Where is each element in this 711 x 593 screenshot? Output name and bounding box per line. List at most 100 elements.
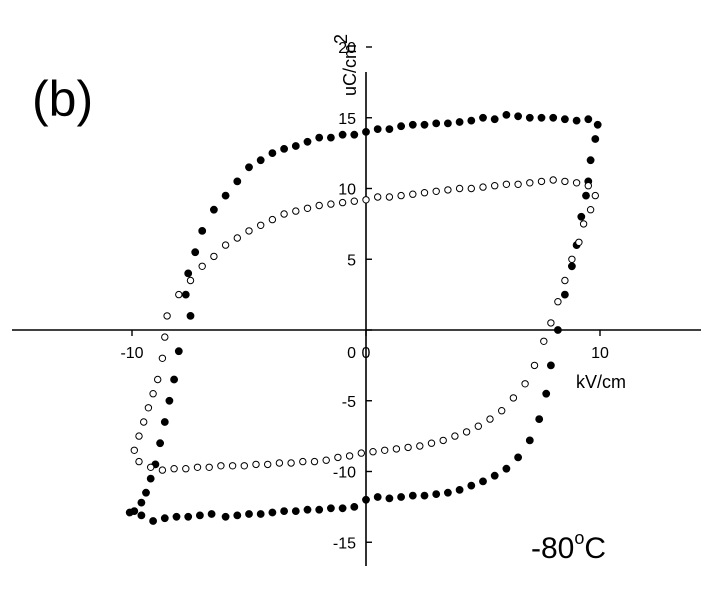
data-point-filled: [184, 269, 193, 278]
data-point-filled: [385, 125, 394, 134]
data-point-filled: [184, 512, 193, 521]
data-point-open: [427, 439, 436, 447]
data-point-open: [397, 191, 405, 200]
data-point-filled: [191, 248, 200, 257]
data-point-filled: [561, 115, 569, 124]
data-point-open: [327, 200, 335, 208]
data-point-open: [170, 465, 178, 473]
data-point-open: [240, 462, 249, 470]
data-point-filled: [291, 142, 300, 150]
data-point-filled: [467, 481, 476, 490]
data-point-filled: [397, 122, 405, 131]
data-point-filled: [362, 495, 370, 504]
data-point-open: [315, 201, 323, 210]
data-point-filled: [256, 156, 265, 165]
data-point-open: [420, 189, 429, 197]
data-point-filled: [443, 488, 452, 497]
data-point-filled: [525, 113, 534, 122]
data-point-filled: [303, 505, 312, 514]
data-point-open: [416, 442, 424, 450]
data-point-open: [547, 319, 555, 327]
data-point-filled: [142, 488, 150, 497]
data-point-filled: [547, 361, 555, 370]
data-point-filled: [156, 439, 164, 448]
data-point-filled: [577, 212, 586, 221]
data-point-open: [374, 193, 382, 201]
data-point-filled: [245, 510, 253, 518]
data-point-open: [502, 180, 511, 189]
data-point-open: [549, 176, 557, 184]
data-point-filled: [146, 474, 155, 483]
data-point-open: [462, 428, 471, 436]
data-point-filled: [280, 144, 288, 153]
data-point-filled: [172, 512, 181, 521]
data-point-open: [163, 312, 171, 320]
y-tick-label: 15: [338, 111, 356, 128]
data-point-filled: [326, 133, 335, 142]
data-point-open: [540, 337, 548, 345]
data-point-filled: [195, 511, 204, 520]
data-point-open: [303, 204, 312, 213]
data-point-open: [310, 457, 319, 466]
data-point-open: [175, 290, 183, 299]
data-point-open: [586, 206, 595, 214]
data-point-open: [554, 298, 562, 306]
data-point-filled: [149, 517, 157, 525]
data-point-open: [579, 220, 588, 228]
data-point-open: [158, 354, 167, 362]
data-point-open: [404, 443, 412, 452]
data-point-open: [158, 466, 167, 474]
data-point-open: [455, 184, 464, 193]
data-point-open: [252, 460, 260, 469]
data-point-filled: [568, 262, 576, 271]
data-point-filled: [514, 453, 522, 462]
data-points: [125, 111, 602, 525]
data-point-open: [561, 276, 569, 285]
y-tick-label: 5: [347, 252, 356, 269]
data-point-filled: [572, 116, 581, 125]
data-point-filled: [591, 135, 600, 143]
axes: -10 0 10 -15 -10 -5 5 10 15 20 0: [12, 40, 701, 566]
data-point-open: [385, 193, 394, 201]
data-point-open: [264, 460, 272, 469]
data-point-open: [575, 238, 583, 247]
data-point-open: [147, 463, 155, 471]
data-point-open: [186, 276, 195, 285]
data-point-filled: [385, 494, 394, 503]
data-point-filled: [315, 133, 324, 142]
data-point-filled: [315, 505, 324, 514]
temperature-annotation: -80oC: [531, 528, 606, 565]
data-point-open: [439, 436, 447, 445]
data-point-open: [467, 184, 475, 193]
data-point-open: [568, 255, 576, 263]
x-tick-label: -10: [120, 345, 143, 362]
data-point-open: [521, 380, 529, 388]
data-point-filled: [137, 498, 146, 507]
data-point-filled: [408, 491, 417, 500]
panel-label: (b): [32, 71, 93, 127]
data-point-open: [144, 404, 153, 412]
data-point-filled: [207, 510, 216, 518]
data-point-filled: [186, 311, 195, 320]
data-point-filled: [373, 125, 382, 134]
data-point-filled: [535, 415, 544, 423]
data-point-open: [245, 227, 253, 235]
data-point-filled: [561, 290, 569, 299]
data-point-filled: [502, 464, 511, 473]
data-point-open: [357, 449, 365, 457]
data-point-open: [509, 394, 518, 402]
data-point-open: [322, 456, 330, 464]
data-point-filled: [490, 471, 499, 480]
y-tick-label: -5: [342, 394, 356, 411]
data-point-open: [221, 241, 230, 249]
data-point-open: [280, 210, 288, 218]
data-point-open: [228, 462, 237, 470]
data-point-open: [299, 457, 307, 466]
data-point-open: [584, 182, 592, 190]
data-point-filled: [160, 418, 169, 426]
data-point-open: [537, 177, 546, 186]
data-point-filled: [455, 118, 464, 126]
data-point-filled: [373, 493, 382, 501]
data-point-filled: [554, 326, 562, 334]
data-point-open: [135, 432, 143, 440]
